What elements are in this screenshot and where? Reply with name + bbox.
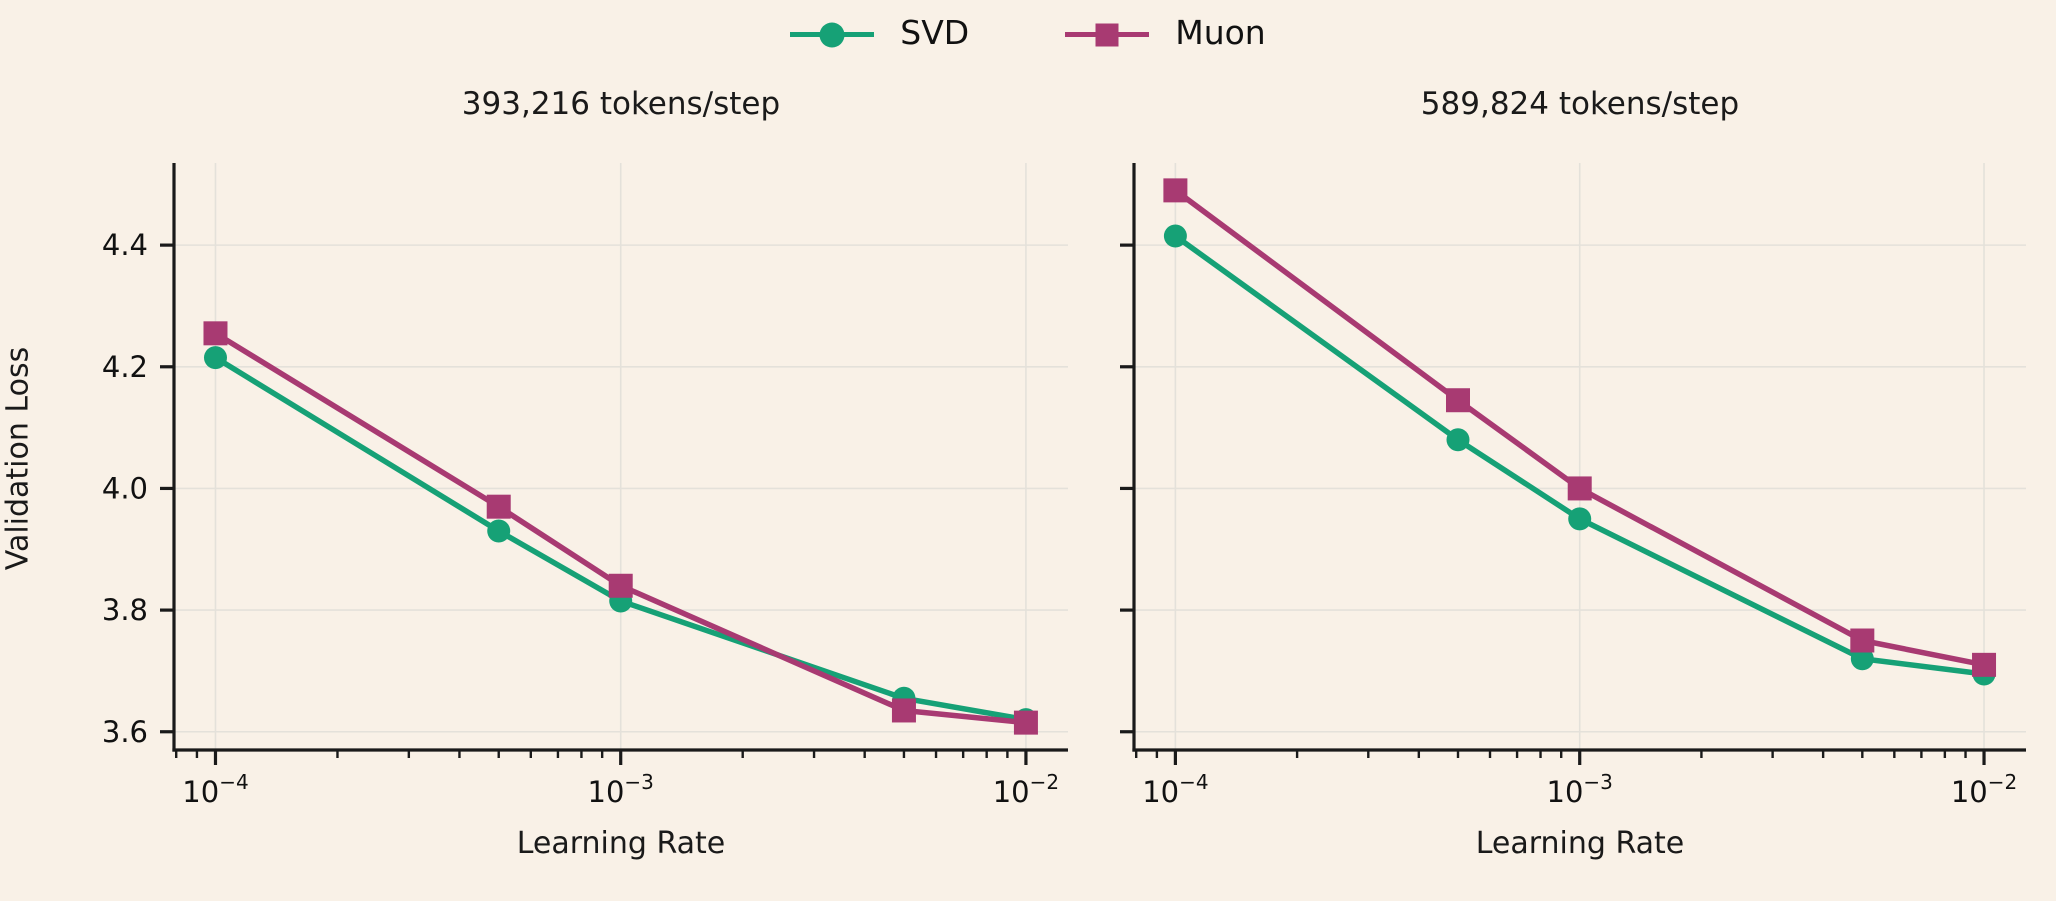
x-tick-label: 10−4 [182, 770, 248, 809]
y-tick-label: 4.2 [102, 350, 148, 384]
x-tick-label: 10−2 [993, 770, 1059, 809]
legend: SVD Muon [0, 16, 2056, 53]
muon-marker [1013, 710, 1038, 735]
panel-title-left: 393,216 tokens/step [461, 86, 781, 122]
y-tick-label: 3.8 [102, 593, 148, 627]
muon-marker [486, 494, 511, 519]
y-tick-label: 4.0 [102, 471, 148, 505]
muon-marker [1972, 652, 1997, 677]
panel-title-right: 589,824 tokens/step [1420, 86, 1740, 122]
x-axis-label-right: Learning Rate [1475, 826, 1685, 861]
muon-legend-sample [1065, 20, 1150, 50]
muon-marker [608, 573, 633, 598]
muon-marker [1850, 628, 1875, 653]
x-tick-label: 10−2 [1951, 770, 2017, 809]
svd-legend-sample [790, 20, 875, 50]
svd-marker [1163, 224, 1187, 248]
svd-marker [1446, 428, 1470, 452]
svd-marker [1850, 647, 1874, 671]
muon-square-marker-icon [1095, 23, 1119, 46]
muon-marker [203, 321, 228, 346]
legend-item-muon: Muon [1065, 16, 1266, 53]
muon-marker [1163, 178, 1188, 203]
legend-label-muon: Muon [1175, 13, 1266, 52]
x-tick-label: 10−3 [1547, 770, 1613, 809]
svd-circle-marker-icon [819, 22, 845, 47]
x-tick-label: 10−3 [588, 770, 654, 809]
muon-marker [891, 698, 916, 723]
x-axis-label-left: Learning Rate [516, 826, 726, 861]
muon-marker [1445, 388, 1470, 413]
y-tick-label: 4.4 [102, 228, 148, 262]
y-tick-label: 3.6 [102, 715, 148, 749]
y-axis-label: Validation Loss [0, 346, 36, 571]
muon-marker [1567, 476, 1592, 501]
svd-marker [203, 346, 227, 370]
svd-marker [487, 519, 511, 543]
legend-label-svd: SVD [900, 13, 970, 52]
svd-marker [1568, 507, 1592, 531]
legend-item-svd: SVD [790, 16, 969, 53]
x-tick-label: 10−4 [1142, 770, 1208, 809]
